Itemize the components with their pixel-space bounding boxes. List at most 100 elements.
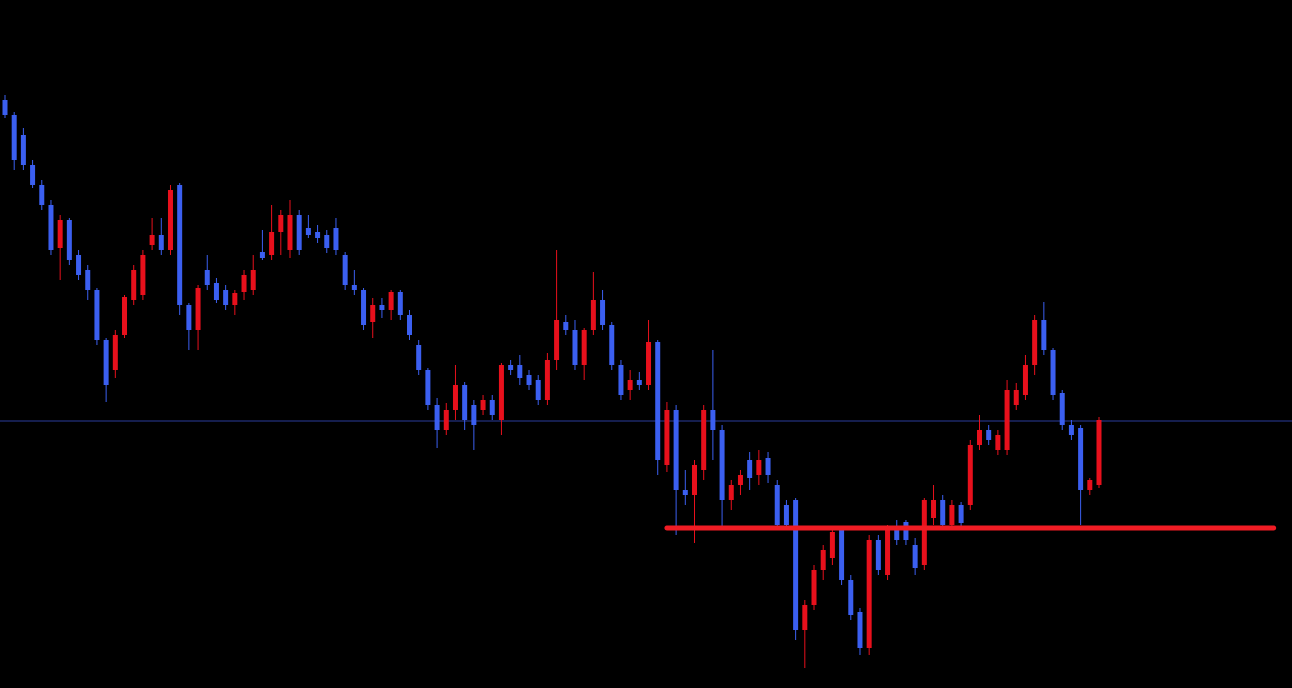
candle-body <box>158 235 164 250</box>
candle-body <box>213 283 219 300</box>
candle-body <box>269 232 275 255</box>
candle-body <box>590 300 596 330</box>
candle-body <box>829 532 835 558</box>
candle-body <box>85 270 91 290</box>
candle-body <box>682 490 688 495</box>
candle-body <box>1068 425 1074 435</box>
candle-body <box>664 410 670 465</box>
candle-body <box>278 215 284 232</box>
candle-body <box>1013 390 1019 405</box>
candle-body <box>903 522 909 540</box>
candle-body <box>535 380 541 400</box>
candle-body <box>379 305 385 310</box>
candle-body <box>857 612 863 648</box>
candle-body <box>774 485 780 525</box>
candle-body <box>452 385 458 410</box>
candle-body <box>131 270 137 300</box>
candle-body <box>66 220 72 260</box>
candle-body <box>765 458 771 475</box>
candle-body <box>287 215 293 250</box>
candle-body <box>122 297 128 335</box>
candle-body <box>259 252 265 258</box>
candle-body <box>489 400 495 415</box>
candle-body <box>1096 420 1102 485</box>
candle-body <box>839 530 845 580</box>
candle-body <box>11 115 17 160</box>
candle-body <box>1078 428 1084 490</box>
candle-body <box>315 232 321 238</box>
candle-body <box>931 500 937 518</box>
candle-body <box>544 360 550 400</box>
candle-body <box>342 255 348 285</box>
candle-body <box>885 530 891 575</box>
candle-body <box>554 320 560 360</box>
candle-body <box>1059 393 1065 425</box>
candle-body <box>76 255 82 275</box>
candle-body <box>719 430 725 500</box>
candle-body <box>471 405 477 425</box>
candle-body <box>48 205 54 250</box>
candle-body <box>783 505 789 525</box>
candle-body <box>30 165 36 185</box>
candle-body <box>820 550 826 570</box>
candle-body <box>655 342 661 460</box>
candle-body <box>94 290 100 340</box>
candle-body <box>627 380 633 390</box>
candle-body <box>747 460 753 478</box>
candle-body <box>737 475 743 485</box>
candle-body <box>986 430 992 440</box>
candle-body <box>848 580 854 615</box>
candle-body <box>581 330 587 365</box>
candle-body <box>443 410 449 430</box>
candle-body <box>802 605 808 630</box>
candle-body <box>958 505 964 523</box>
candle-body <box>921 500 927 565</box>
candle-body <box>480 400 486 410</box>
candle-body <box>223 290 229 305</box>
candle-body <box>140 255 146 295</box>
candle-body <box>1041 320 1047 350</box>
candle-body <box>866 540 872 648</box>
candle-body <box>949 505 955 525</box>
candle-body <box>250 270 256 290</box>
candle-body <box>416 345 422 370</box>
candle-body <box>526 375 532 385</box>
candle-body <box>636 380 642 385</box>
candle-body <box>793 500 799 630</box>
candle-body <box>691 465 697 495</box>
candle-body <box>563 322 569 330</box>
candle-body <box>407 315 413 335</box>
candle-body <box>167 190 173 250</box>
candle-body <box>710 410 716 430</box>
candle-body <box>103 340 109 385</box>
candle-body <box>995 435 1001 450</box>
candle-body <box>186 305 192 330</box>
candle-body <box>361 290 367 325</box>
candle-body <box>388 292 394 310</box>
candle-body <box>2 100 8 115</box>
candle-body <box>333 228 339 250</box>
candle-body <box>351 285 357 290</box>
candle-body <box>20 135 26 165</box>
candle-body <box>701 410 707 470</box>
candle-body <box>728 485 734 500</box>
candle-body <box>517 365 523 378</box>
candle-body <box>39 185 45 205</box>
candle-body <box>1004 390 1010 450</box>
candle-body <box>572 330 578 365</box>
candle-body <box>912 545 918 568</box>
candle-body <box>646 342 652 385</box>
candle-body <box>1032 320 1038 365</box>
candle-body <box>149 235 155 245</box>
candle-body <box>204 270 210 285</box>
candle-body <box>57 220 63 248</box>
candle-body <box>241 275 247 292</box>
candle-body <box>296 215 302 250</box>
candle-body <box>940 500 946 525</box>
candle-body <box>618 365 624 395</box>
candle-body <box>1087 480 1093 490</box>
candle-body <box>976 430 982 445</box>
candle-body <box>673 410 679 490</box>
